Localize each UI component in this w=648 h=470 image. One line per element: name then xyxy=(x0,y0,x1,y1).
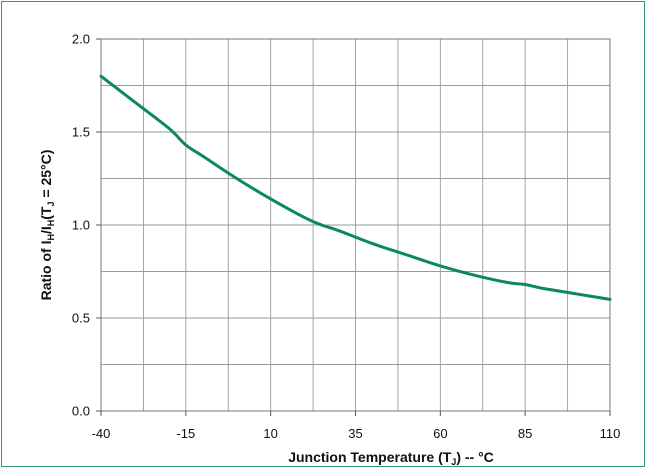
x-axis-title: Junction Temperature (TJ) -- °C xyxy=(288,449,494,467)
x-tick-label: 60 xyxy=(433,426,447,441)
tick-labels: 0.0 0.5 1.0 1.5 2.0 -40 -15 10 35 60 85 110 xyxy=(72,32,620,442)
x-tick-label: 10 xyxy=(263,426,277,441)
x-tick-label: 35 xyxy=(348,426,362,441)
series-line xyxy=(99,74,612,301)
axes xyxy=(96,38,611,416)
y-axis-title: Ratio of IH/IH(TJ = 25°C) xyxy=(38,150,56,301)
series xyxy=(99,74,612,301)
y-tick-label: 0.5 xyxy=(72,311,90,326)
y-tick-label: 2.0 xyxy=(72,32,90,47)
y-tick-label: 1.5 xyxy=(72,125,90,140)
y-tick-label: 0.0 xyxy=(72,404,90,419)
y-tick-label: 1.0 xyxy=(72,218,90,233)
x-tick-label: -15 xyxy=(176,426,195,441)
x-tick-label: 110 xyxy=(600,426,621,441)
x-tick-label: 85 xyxy=(518,426,532,441)
x-tick-label: -40 xyxy=(92,426,111,441)
